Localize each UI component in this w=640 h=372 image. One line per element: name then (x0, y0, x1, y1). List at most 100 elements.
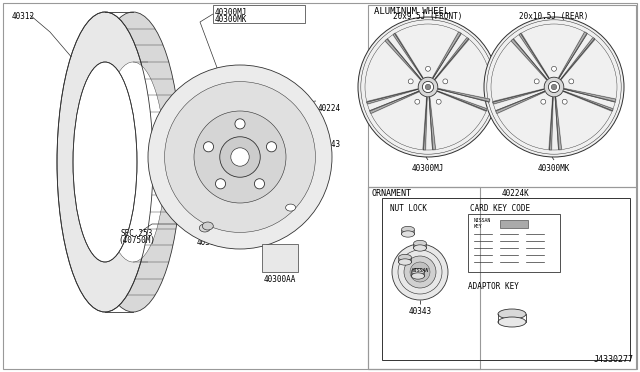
Circle shape (563, 99, 567, 104)
Text: 40300A: 40300A (197, 238, 225, 247)
Circle shape (541, 99, 546, 104)
Text: 40224K: 40224K (502, 189, 530, 198)
Circle shape (404, 256, 436, 288)
Polygon shape (493, 89, 545, 104)
Polygon shape (558, 32, 587, 78)
Bar (262, 244, 298, 272)
Polygon shape (564, 89, 616, 102)
Circle shape (255, 179, 264, 189)
Bar (264, 246, 296, 270)
Polygon shape (438, 89, 490, 102)
Ellipse shape (85, 12, 181, 312)
Circle shape (534, 79, 539, 84)
Text: CARD KEY CODE: CARD KEY CODE (470, 204, 530, 213)
Text: SEC.253: SEC.253 (120, 229, 152, 238)
Text: KEY: KEY (474, 224, 483, 229)
Polygon shape (556, 97, 561, 150)
Circle shape (436, 99, 441, 104)
Ellipse shape (73, 62, 137, 262)
Circle shape (410, 262, 430, 282)
Text: 40312: 40312 (12, 12, 35, 21)
Polygon shape (511, 39, 547, 80)
Circle shape (204, 142, 214, 152)
Text: ADAPTOR KEY: ADAPTOR KEY (468, 282, 519, 291)
Text: 40300MJ: 40300MJ (215, 8, 248, 17)
Circle shape (231, 148, 249, 166)
Ellipse shape (285, 204, 296, 211)
Circle shape (408, 79, 413, 84)
Ellipse shape (57, 12, 153, 312)
Ellipse shape (412, 268, 424, 275)
Polygon shape (393, 33, 423, 78)
Bar (213, 5, 305, 23)
Polygon shape (437, 91, 487, 111)
Polygon shape (367, 89, 419, 104)
Ellipse shape (101, 62, 165, 262)
Circle shape (216, 179, 225, 189)
Circle shape (358, 17, 498, 157)
Circle shape (569, 79, 573, 84)
Polygon shape (429, 97, 436, 150)
Bar (382, 198, 630, 360)
Polygon shape (549, 97, 553, 150)
Circle shape (548, 81, 559, 93)
Text: 40343: 40343 (408, 307, 431, 316)
Ellipse shape (399, 259, 412, 265)
Circle shape (552, 66, 556, 71)
Circle shape (266, 142, 276, 152)
Ellipse shape (412, 273, 424, 279)
Polygon shape (563, 91, 613, 111)
Text: ALUMINUM WHEEL: ALUMINUM WHEEL (374, 7, 449, 16)
Ellipse shape (413, 240, 426, 247)
Text: 40300MJ: 40300MJ (412, 164, 444, 173)
Text: 40300AA: 40300AA (264, 275, 296, 284)
Text: J4330277: J4330277 (594, 355, 634, 364)
Polygon shape (435, 38, 469, 80)
Circle shape (425, 84, 431, 90)
Ellipse shape (498, 309, 526, 319)
Text: 40300MK: 40300MK (215, 15, 248, 24)
Ellipse shape (498, 317, 526, 327)
Bar (368, 5, 636, 187)
Circle shape (194, 111, 286, 203)
Polygon shape (423, 97, 427, 150)
Ellipse shape (401, 226, 415, 232)
Circle shape (148, 65, 332, 249)
Polygon shape (370, 91, 419, 113)
Text: 40224K: 40224K (233, 225, 260, 234)
Circle shape (164, 81, 316, 232)
Polygon shape (519, 33, 549, 78)
Bar (368, 187, 636, 369)
Text: ORNAMENT: ORNAMENT (372, 189, 412, 198)
Text: (40750M): (40750M) (118, 236, 155, 245)
Circle shape (544, 77, 564, 97)
Polygon shape (561, 38, 595, 80)
Circle shape (220, 137, 260, 177)
Text: 40343: 40343 (318, 140, 341, 149)
Text: 20x10.5J (REAR): 20x10.5J (REAR) (519, 12, 589, 21)
Text: 40224: 40224 (318, 104, 341, 113)
Circle shape (418, 77, 438, 97)
Polygon shape (433, 32, 461, 78)
Ellipse shape (399, 254, 412, 261)
Bar (468, 214, 560, 272)
Text: NISSAN: NISSAN (474, 218, 492, 223)
Circle shape (235, 119, 245, 129)
Ellipse shape (413, 245, 426, 251)
Bar (500, 220, 528, 228)
Polygon shape (385, 39, 421, 80)
Text: NUT LOCK: NUT LOCK (390, 204, 427, 213)
Circle shape (415, 99, 420, 104)
Text: 20x9.5J (FRONT): 20x9.5J (FRONT) (394, 12, 463, 21)
Circle shape (422, 81, 433, 93)
Text: NISSAN: NISSAN (412, 267, 429, 273)
Ellipse shape (401, 231, 415, 237)
Text: 40300MK: 40300MK (538, 164, 570, 173)
Circle shape (484, 17, 624, 157)
Polygon shape (496, 91, 545, 113)
Circle shape (551, 84, 557, 90)
Circle shape (443, 79, 448, 84)
Circle shape (392, 244, 448, 300)
Circle shape (426, 66, 431, 71)
Ellipse shape (202, 222, 213, 230)
